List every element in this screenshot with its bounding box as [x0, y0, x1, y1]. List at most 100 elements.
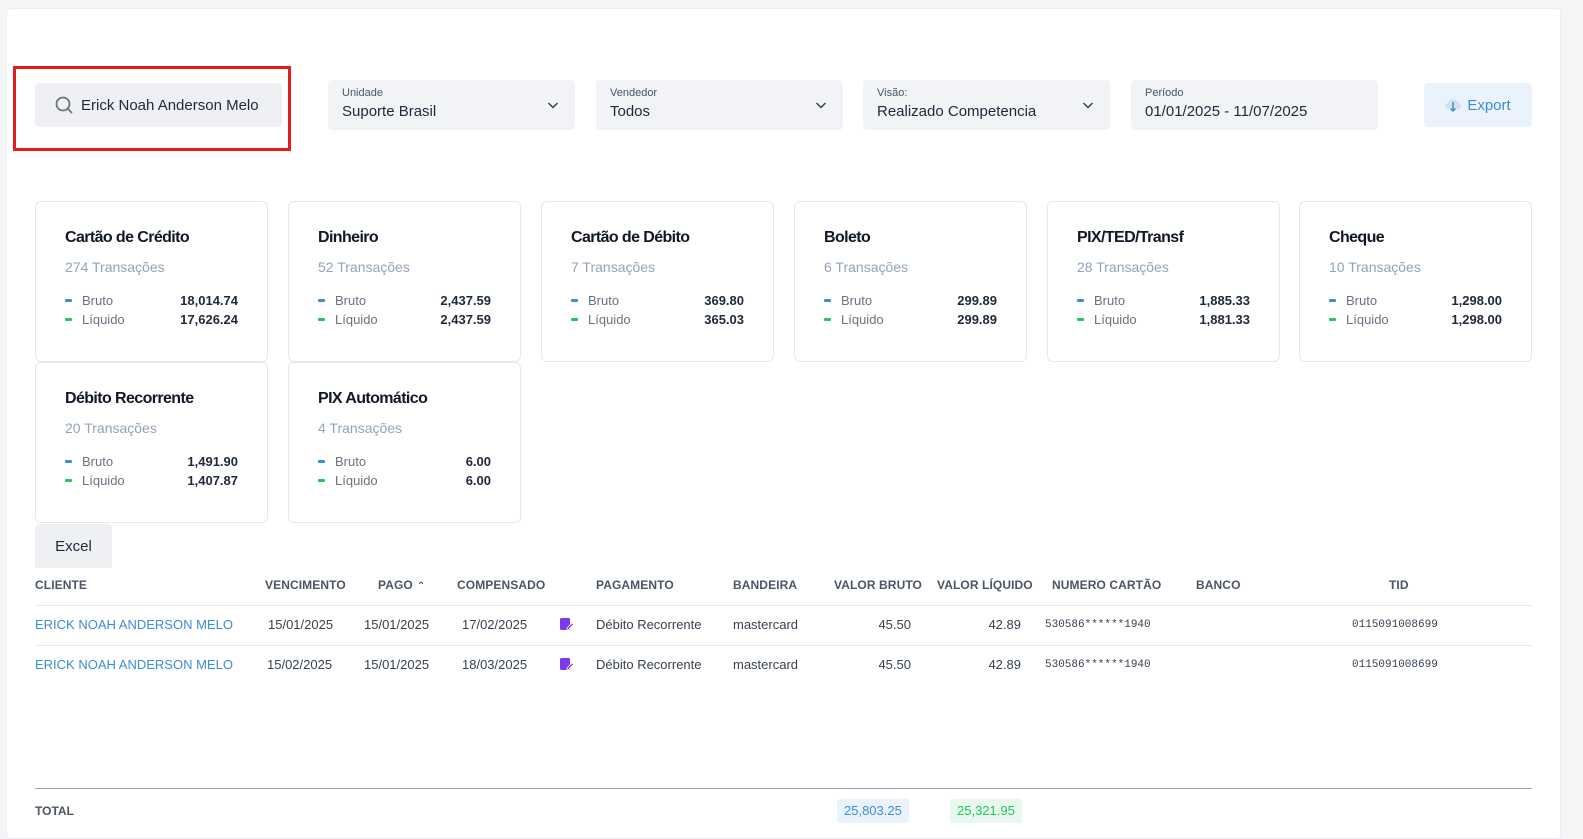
cell-valor-bruto: 45.50	[878, 657, 911, 672]
card-liquido-row: Líquido 2,437.59	[318, 310, 491, 329]
sort-ascending-icon: ⌃	[416, 581, 426, 592]
liquido-value: 1,298.00	[1451, 312, 1502, 327]
search-input[interactable]	[81, 96, 271, 114]
total-label: TOTAL	[35, 804, 74, 818]
excel-button[interactable]: Excel	[35, 524, 112, 568]
bruto-value: 2,437.59	[440, 293, 491, 308]
bruto-label: Bruto	[841, 293, 873, 308]
cell-bandeira: mastercard	[733, 657, 799, 672]
liquido-label: Líquido	[1346, 312, 1389, 327]
card-count: 20 Transações	[65, 420, 157, 436]
bruto-label: Bruto	[335, 293, 367, 308]
header-bandeira[interactable]: BANDEIRA	[733, 578, 798, 592]
bruto-dash-icon	[318, 299, 325, 302]
cell-vencimento: 15/02/2025	[267, 657, 333, 672]
cell-pago: 15/01/2025	[364, 617, 430, 632]
header-valor-bruto[interactable]: VALOR BRUTO	[834, 578, 922, 592]
bruto-value: 18,014.74	[180, 293, 238, 308]
bruto-value: 1,491.90	[187, 454, 238, 469]
row-divider	[35, 645, 1532, 646]
liquido-value: 1,881.33	[1199, 312, 1250, 327]
row-divider	[35, 605, 1532, 606]
periodo-label: Período	[1145, 87, 1184, 99]
cell-vencimento: 15/01/2025	[268, 617, 334, 632]
bruto-label: Bruto	[335, 454, 367, 469]
liquido-value: 6.00	[465, 473, 491, 488]
card-cartao-debito: Cartão de Débito 7 Transações Bruto 369.8…	[541, 201, 774, 362]
card-bruto-row: Bruto 2,437.59	[318, 291, 491, 310]
liquido-label: Líquido	[1094, 312, 1137, 327]
card-bruto-row: Bruto 1,885.33	[1077, 291, 1250, 310]
header-numero-cartao[interactable]: NUMERO CARTÃO	[1052, 578, 1162, 592]
card-count: 6 Transações	[824, 259, 909, 275]
liquido-dash-icon	[65, 318, 72, 321]
unidade-label: Unidade	[342, 87, 383, 99]
download-icon	[1445, 99, 1462, 113]
cell-valor-liquido: 42.89	[988, 657, 1021, 672]
vendedor-label: Vendedor	[610, 87, 658, 99]
cell-pagamento: Débito Recorrente	[596, 657, 702, 672]
search-highlight-frame	[13, 66, 291, 151]
bruto-dash-icon	[1077, 299, 1084, 302]
card-bruto-row: Bruto 1,298.00	[1329, 291, 1502, 310]
liquido-value: 17,626.24	[180, 312, 238, 327]
liquido-label: Líquido	[82, 473, 125, 488]
header-pago-label: PAGO	[378, 578, 413, 592]
header-banco[interactable]: BANCO	[1196, 578, 1241, 592]
card-liquido-row: Líquido 1,407.87	[65, 471, 238, 490]
header-valor-liquido[interactable]: VALOR LÍQUIDO	[937, 578, 1033, 592]
total-liquido-badge: 25,321.95	[950, 799, 1022, 823]
liquido-label: Líquido	[335, 312, 378, 327]
card-bruto-row: Bruto 299.89	[824, 291, 997, 310]
bruto-value: 6.00	[465, 454, 491, 469]
card-bruto-row: Bruto 6.00	[318, 452, 491, 471]
bruto-dash-icon	[65, 299, 72, 302]
visao-select[interactable]: Visão: Realizado Competencia	[863, 80, 1110, 130]
cell-valor-liquido: 42.89	[988, 617, 1021, 632]
bruto-label: Bruto	[1094, 293, 1126, 308]
cell-tid: 0115091008699	[1352, 659, 1438, 671]
cell-cliente[interactable]: ERICK NOAH ANDERSON MELO	[35, 617, 233, 632]
liquido-dash-icon	[824, 318, 831, 321]
card-liquido-row: Líquido 1,298.00	[1329, 310, 1502, 329]
card-bruto-row: Bruto 1,491.90	[65, 452, 238, 471]
export-label: Export	[1467, 96, 1511, 114]
vendedor-select[interactable]: Vendedor Todos	[596, 80, 843, 130]
header-tid[interactable]: TID	[1389, 578, 1409, 592]
unidade-value: Suporte Brasil	[342, 103, 437, 120]
liquido-label: Líquido	[82, 312, 125, 327]
cell-tid: 0115091008699	[1352, 619, 1438, 631]
cell-cliente[interactable]: ERICK NOAH ANDERSON MELO	[35, 657, 233, 672]
bruto-label: Bruto	[1346, 293, 1378, 308]
liquido-label: Líquido	[335, 473, 378, 488]
bruto-value: 299.89	[957, 293, 997, 308]
payment-edit-icon[interactable]	[559, 657, 574, 672]
total-bruto-badge: 25,803.25	[837, 799, 909, 823]
periodo-value: 01/01/2025 - 11/07/2025	[1145, 103, 1308, 120]
cell-valor-bruto: 45.50	[878, 617, 911, 632]
header-vencimento[interactable]: VENCIMENTO	[265, 578, 346, 592]
periodo-picker[interactable]: Período 01/01/2025 - 11/07/2025	[1131, 80, 1378, 130]
liquido-value: 299.89	[957, 312, 997, 327]
export-button[interactable]: Export	[1424, 83, 1532, 127]
bruto-value: 369.80	[704, 293, 744, 308]
card-liquido-row: Líquido 17,626.24	[65, 310, 238, 329]
card-title: Cartão de Crédito	[65, 229, 190, 246]
search-icon	[55, 96, 73, 114]
card-boleto: Boleto 6 Transações Bruto 299.89 Líquido 2…	[794, 201, 1027, 362]
unidade-select[interactable]: Unidade Suporte Brasil	[328, 80, 575, 130]
cell-compensado: 18/03/2025	[462, 657, 528, 672]
card-title: Boleto	[824, 229, 871, 246]
card-bruto-row: Bruto 18,014.74	[65, 291, 238, 310]
header-pagamento[interactable]: PAGAMENTO	[596, 578, 674, 592]
header-pago[interactable]: PAGO ⌃	[378, 578, 425, 592]
payment-edit-icon[interactable]	[559, 617, 574, 632]
card-pix-ted: PIX/TED/Transf 28 Transações Bruto 1,885.…	[1047, 201, 1280, 362]
bruto-value: 1,298.00	[1451, 293, 1502, 308]
header-compensado[interactable]: COMPENSADO	[457, 578, 546, 592]
bruto-dash-icon	[824, 299, 831, 302]
bruto-dash-icon	[571, 299, 578, 302]
search-box[interactable]	[35, 83, 282, 127]
card-liquido-row: Líquido 6.00	[318, 471, 491, 490]
header-cliente[interactable]: CLIENTE	[35, 578, 88, 592]
